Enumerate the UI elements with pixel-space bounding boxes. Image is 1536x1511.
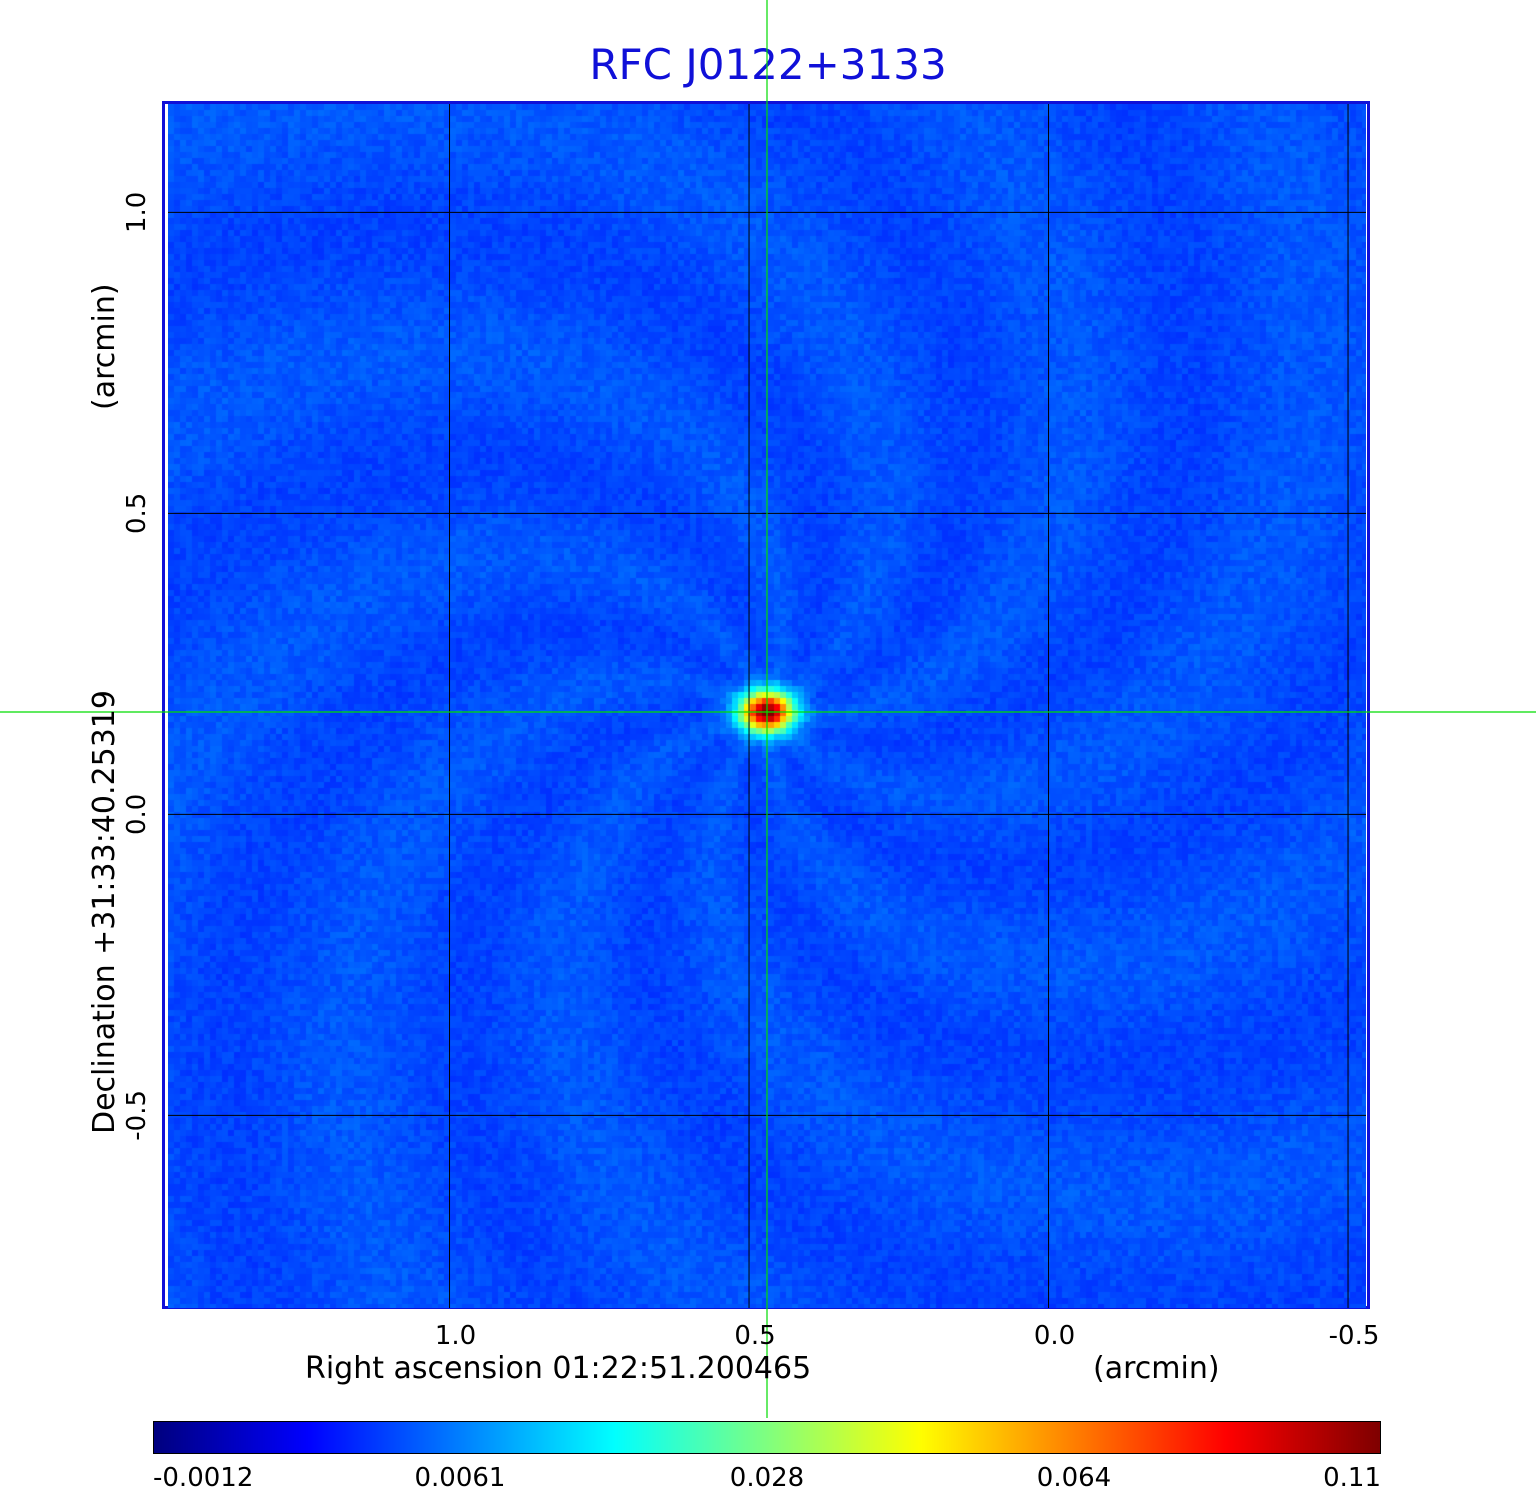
y-axis-label: Declination +31:33:40.25319: [87, 690, 122, 1134]
x-tick-label: 0.0: [1034, 1321, 1075, 1351]
colorbar-tick-labels: -0.0012 0.0061 0.028 0.064 0.11: [153, 1463, 1381, 1493]
colorbar-tick-label: 0.0061: [415, 1463, 506, 1493]
y-tick-label: -0.5: [122, 1090, 152, 1141]
x-tick-label: 0.5: [734, 1321, 775, 1351]
grid-lines: [168, 104, 1366, 1308]
crosshair: [0, 0, 1536, 1418]
y-tick-label: 0.5: [122, 493, 152, 534]
x-tick-labels: 1.0 0.5 0.0 -0.5: [435, 1321, 1380, 1351]
colorbar-tick-label: 0.11: [1323, 1463, 1381, 1493]
x-axis-label: Right ascension 01:22:51.200465: [305, 1351, 811, 1386]
y-tick-label: 0.0: [122, 794, 152, 835]
x-axis-unit: (arcmin): [1093, 1351, 1220, 1386]
y-tick-label: 1.0: [122, 192, 152, 233]
chart-title: RFC J0122+3133: [589, 40, 947, 89]
x-tick-label: -0.5: [1329, 1321, 1380, 1351]
y-axis-unit: (arcmin): [87, 283, 122, 410]
y-tick-labels: 1.0 0.5 0.0 -0.5: [122, 192, 152, 1141]
colorbar-tick-label: 0.028: [730, 1463, 804, 1493]
colorbar-tick-label: -0.0012: [153, 1463, 253, 1493]
colorbar: [153, 1421, 1381, 1454]
x-tick-label: 1.0: [435, 1321, 476, 1351]
colorbar-tick-label: 0.064: [1037, 1463, 1111, 1493]
